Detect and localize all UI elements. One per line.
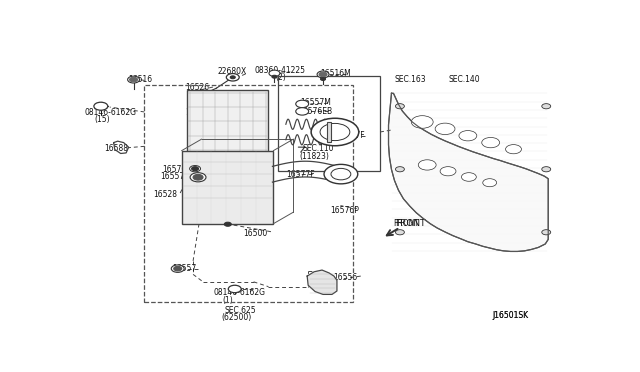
Circle shape <box>461 173 476 181</box>
Polygon shape <box>388 93 548 251</box>
Circle shape <box>173 266 182 271</box>
Circle shape <box>396 230 404 235</box>
Circle shape <box>272 75 277 78</box>
Circle shape <box>225 222 231 226</box>
Bar <box>145 85 353 302</box>
Circle shape <box>419 160 436 170</box>
Bar <box>327 122 331 142</box>
Text: 16528: 16528 <box>154 190 177 199</box>
Text: (15): (15) <box>94 115 109 124</box>
Circle shape <box>412 116 433 128</box>
Circle shape <box>542 104 550 109</box>
Text: 16557M: 16557M <box>300 98 331 107</box>
Text: 16577F: 16577F <box>286 170 314 179</box>
Circle shape <box>440 167 456 176</box>
Text: J16501SK: J16501SK <box>493 311 529 320</box>
Circle shape <box>542 167 550 172</box>
Text: 16557: 16557 <box>172 264 196 273</box>
Circle shape <box>331 169 351 180</box>
Circle shape <box>317 71 329 78</box>
Bar <box>278 76 380 171</box>
Text: 16557+A: 16557+A <box>161 173 196 182</box>
Text: 16546: 16546 <box>186 108 210 117</box>
Circle shape <box>311 118 359 146</box>
Circle shape <box>269 70 280 76</box>
Bar <box>182 151 273 224</box>
Text: SEC.110: SEC.110 <box>302 144 333 153</box>
Text: J16501SK: J16501SK <box>493 311 529 320</box>
Circle shape <box>94 102 108 110</box>
Circle shape <box>190 173 206 182</box>
Circle shape <box>191 167 198 171</box>
Circle shape <box>296 108 308 115</box>
Circle shape <box>324 164 358 184</box>
Circle shape <box>506 145 522 154</box>
Text: 16577F: 16577F <box>336 131 365 140</box>
Text: 08146-6162G: 08146-6162G <box>214 288 266 298</box>
Circle shape <box>459 131 477 141</box>
Circle shape <box>230 76 236 79</box>
Text: 16516M: 16516M <box>320 69 351 78</box>
Text: 16576E: 16576E <box>163 165 191 174</box>
Text: 16516: 16516 <box>129 75 153 84</box>
Circle shape <box>189 166 200 172</box>
Text: 16576EB: 16576EB <box>298 107 332 116</box>
Circle shape <box>396 104 404 109</box>
Text: FRONT: FRONT <box>394 219 419 228</box>
Circle shape <box>193 174 203 180</box>
Text: (1): (1) <box>223 296 234 305</box>
Text: 22680X: 22680X <box>218 67 247 76</box>
Text: FRONT: FRONT <box>395 219 426 228</box>
Circle shape <box>483 179 497 187</box>
Circle shape <box>227 74 239 81</box>
Polygon shape <box>307 270 337 294</box>
Text: 08360-41225: 08360-41225 <box>255 67 305 76</box>
Text: (2): (2) <box>275 73 286 82</box>
Circle shape <box>298 101 307 106</box>
Circle shape <box>319 72 327 77</box>
Text: 16576P: 16576P <box>330 206 359 215</box>
Circle shape <box>396 167 404 172</box>
Text: (62500): (62500) <box>222 313 252 322</box>
Text: 16526: 16526 <box>186 83 210 92</box>
Text: SEC.140: SEC.140 <box>448 75 479 84</box>
Circle shape <box>320 124 350 141</box>
Text: 08146-6162G: 08146-6162G <box>85 108 137 117</box>
Circle shape <box>321 78 326 80</box>
Text: SEC.163: SEC.163 <box>394 75 426 84</box>
Circle shape <box>482 137 500 148</box>
Circle shape <box>542 230 550 235</box>
Circle shape <box>127 76 140 83</box>
Circle shape <box>172 265 184 272</box>
Text: 16500: 16500 <box>244 229 268 238</box>
Text: 16588: 16588 <box>104 144 128 153</box>
Circle shape <box>129 77 138 82</box>
Circle shape <box>296 100 308 108</box>
Circle shape <box>228 285 241 293</box>
Text: 16556: 16556 <box>333 273 357 282</box>
Bar <box>187 90 269 152</box>
Text: SEC.625: SEC.625 <box>225 306 257 315</box>
Text: (11823): (11823) <box>300 152 329 161</box>
Circle shape <box>298 109 307 114</box>
Circle shape <box>435 123 455 135</box>
